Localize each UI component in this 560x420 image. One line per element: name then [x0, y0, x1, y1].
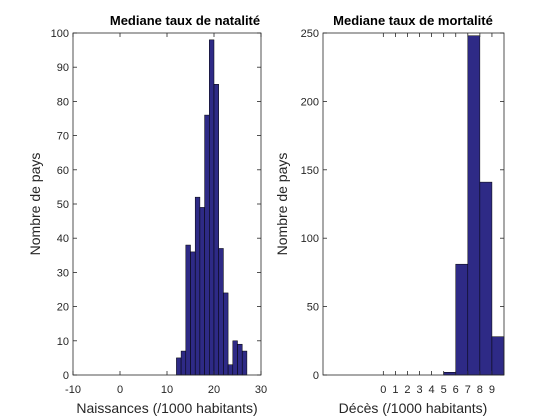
natality-bar-12	[233, 341, 238, 375]
mortality-y-axis-label: Nombre de pays	[274, 153, 290, 256]
natality-y-tick-label: 70	[57, 131, 69, 143]
mortality-x-tick-label: 4	[429, 384, 435, 396]
mortality-y-tick-label: 200	[301, 96, 319, 108]
mortality-x-tick-label: 3	[416, 384, 422, 396]
natality-y-tick-label: 80	[57, 96, 69, 108]
mortality-bar-3	[480, 182, 492, 375]
natality-x-tick-label: 20	[208, 384, 220, 396]
natality-y-tick-label: 0	[63, 370, 69, 382]
natality-bar-11	[228, 365, 233, 375]
mortality-y-tick-label: 150	[301, 165, 319, 177]
mortality-histogram-panel: Mediane taux de mortalité 05010015020025…	[274, 13, 504, 416]
natality-bar-0	[176, 358, 181, 375]
natality-bar-4	[195, 197, 200, 375]
natality-x-tick-label: 10	[161, 384, 173, 396]
natality-y-tick-label: 40	[57, 233, 69, 245]
mortality-y-tick-label: 100	[301, 233, 319, 245]
mortality-x-axis-label: Décès (/1000 habitants)	[339, 400, 488, 416]
natality-bar-13	[238, 344, 243, 375]
mortality-bar-0	[444, 372, 456, 375]
mortality-x-tick-label: 9	[489, 384, 495, 396]
natality-x-tick-label: -10	[65, 384, 81, 396]
natality-bar-14	[242, 351, 247, 375]
natality-y-ticks: 0 10 20 30 40 50 60 70 80 90 100	[51, 28, 261, 382]
mortality-x-tick-label: 7	[465, 384, 471, 396]
mortality-bar-4	[492, 337, 504, 375]
natality-bar-7	[209, 40, 214, 375]
natality-y-tick-label: 60	[57, 165, 69, 177]
natality-bar-3	[191, 252, 196, 375]
natality-bar-9	[219, 248, 224, 375]
natality-x-tick-label: 30	[255, 384, 267, 396]
natality-bars	[176, 40, 247, 375]
natality-chart-title: Mediane taux de natalité	[110, 13, 260, 28]
natality-x-tick-label: 0	[117, 384, 123, 396]
mortality-x-tick-label: 5	[441, 384, 447, 396]
mortality-chart-title: Mediane taux de mortalité	[333, 13, 493, 28]
mortality-x-tick-label: 0	[380, 384, 386, 396]
mortality-y-tick-label: 250	[301, 28, 319, 40]
natality-y-tick-label: 10	[57, 336, 69, 348]
natality-y-tick-label: 100	[51, 28, 69, 40]
mortality-y-tick-label: 0	[313, 370, 319, 382]
natality-bar-6	[205, 115, 210, 375]
mortality-x-tick-label: 1	[392, 384, 398, 396]
natality-y-tick-label: 20	[57, 302, 69, 314]
natality-bar-10	[223, 293, 228, 375]
mortality-x-tick-label: 8	[477, 384, 483, 396]
natality-y-tick-label: 30	[57, 267, 69, 279]
natality-y-axis-label: Nombre de pays	[27, 153, 43, 256]
natality-bar-8	[214, 84, 219, 375]
natality-axes-frame	[73, 33, 261, 375]
mortality-bar-1	[456, 264, 468, 375]
natality-x-axis-label: Naissances (/1000 habitants)	[76, 400, 257, 416]
mortality-x-tick-label: 2	[404, 384, 410, 396]
natality-histogram-panel: Mediane taux de natalité 0 10 20 30 40 50 60 70…	[27, 13, 267, 416]
mortality-bars	[444, 36, 504, 375]
natality-bar-1	[181, 351, 186, 375]
mortality-bar-2	[468, 36, 480, 375]
mortality-x-tick-label: 6	[453, 384, 459, 396]
natality-y-tick-label: 50	[57, 199, 69, 211]
natality-bar-5	[200, 207, 205, 375]
natality-y-tick-label: 90	[57, 62, 69, 74]
natality-bar-2	[186, 245, 191, 375]
mortality-y-tick-label: 50	[307, 302, 319, 314]
